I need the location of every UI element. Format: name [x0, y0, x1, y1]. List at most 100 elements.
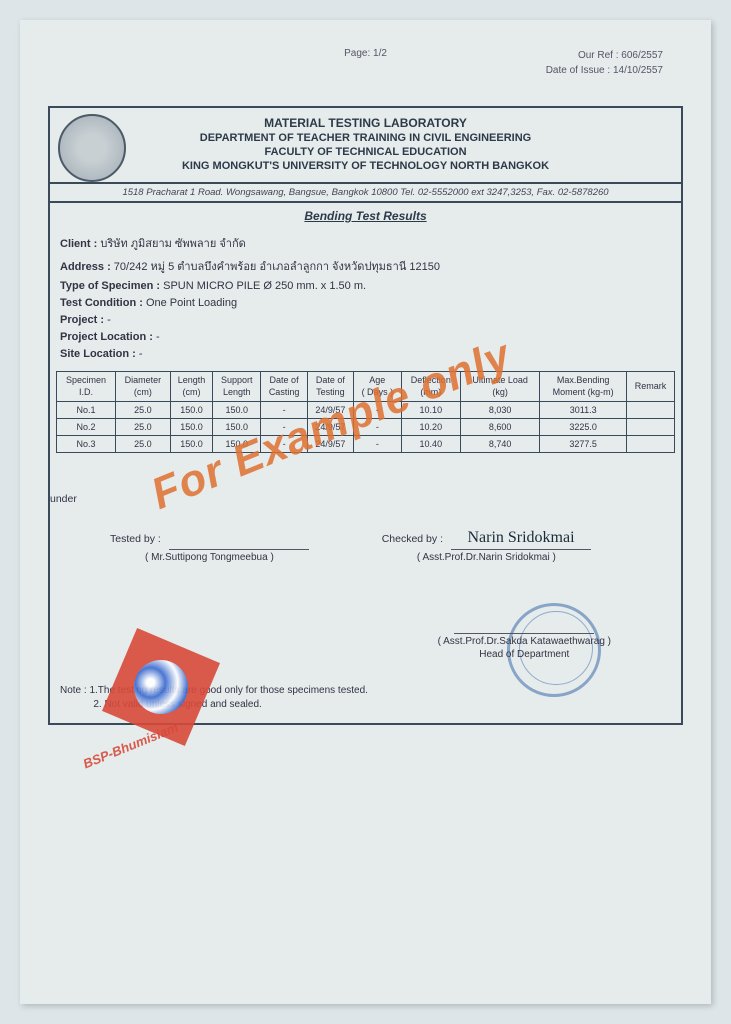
cell: - — [261, 436, 308, 453]
cell: 3011.3 — [540, 402, 627, 419]
tested-signature — [169, 529, 309, 550]
col: Testing — [316, 387, 345, 397]
col: Age — [369, 375, 385, 385]
col: Ultimate Load — [472, 375, 528, 385]
checked-label: Checked by : — [382, 533, 443, 545]
project-loc-label: Project Location : — [60, 331, 153, 343]
col: Specimen — [66, 375, 106, 385]
tested-name: ( Mr.Suttipong Tongmeebua ) — [110, 552, 309, 563]
university-seal-icon — [58, 114, 126, 182]
cell: 150.0 — [213, 436, 261, 453]
col: Remark — [635, 381, 667, 391]
condition-value: One Point Loading — [143, 297, 237, 309]
cell: 8,030 — [460, 402, 539, 419]
cell: 150.0 — [170, 402, 213, 419]
col: Length — [223, 387, 251, 397]
col: (kg) — [492, 387, 508, 397]
watermark-brand: BSP-Bhumisiam — [81, 720, 180, 772]
head-signature-block: ( Asst.Prof.Dr.Sakda Katawaethwarag ) He… — [438, 613, 611, 660]
col: (cm) — [134, 387, 152, 397]
faculty: FACULTY OF TECHNICAL EDUCATION — [58, 146, 673, 158]
report-title: Bending Test Results — [50, 203, 681, 227]
cell: No.3 — [57, 436, 116, 453]
col: Max.Bending — [557, 375, 610, 385]
cell: 25.0 — [116, 402, 171, 419]
project-label: Project : — [60, 314, 104, 326]
site-loc-label: Site Location : — [60, 348, 136, 360]
cell: 10.10 — [401, 402, 460, 419]
lab-name: MATERIAL TESTING LABORATORY — [58, 116, 673, 130]
header-meta: Our Ref : 606/2557 Date of Issue : 14/10… — [546, 48, 663, 78]
head-signature — [454, 613, 594, 634]
issue-date: Date of Issue : 14/10/2557 — [546, 63, 663, 78]
tested-label: Tested by : — [110, 533, 161, 545]
cell: 150.0 — [213, 419, 261, 436]
condition-label: Test Condition : — [60, 297, 143, 309]
table-header: Specimen I.D. Diameter (cm) Length (cm) Sup… — [57, 372, 675, 402]
head-name: ( Asst.Prof.Dr.Sakda Katawaethwarag ) — [438, 636, 611, 647]
specimen-value: SPUN MICRO PILE Ø 250 mm. x 1.50 m. — [160, 280, 366, 292]
project-value: - — [104, 314, 111, 326]
cell: No.1 — [57, 402, 116, 419]
col: Support — [221, 375, 253, 385]
address-value: 70/242 หมู่ 5 ตำบลบึงคำพร้อย อำเภอลำลูกก… — [111, 261, 440, 273]
cell: 25.0 — [116, 419, 171, 436]
cell: - — [261, 402, 308, 419]
cell: - — [353, 419, 401, 436]
cell: 10.40 — [401, 436, 460, 453]
client-info: Client : บริษัท ภูมิสยาม ซัพพลาย จำกัด A… — [50, 227, 681, 367]
col: Diameter — [125, 375, 162, 385]
cell: 150.0 — [213, 402, 261, 419]
specimen-label: Type of Specimen : — [60, 280, 160, 292]
col: ( Days ) — [362, 387, 394, 397]
cell: 3277.5 — [540, 436, 627, 453]
note-1: Note : 1.The testing results are good on… — [60, 685, 368, 696]
checked-name: ( Asst.Prof.Dr.Narin Sridokmai ) — [382, 552, 591, 563]
report-frame: MATERIAL TESTING LABORATORY DEPARTMENT O… — [48, 106, 683, 725]
cell: 150.0 — [170, 436, 213, 453]
table-row: No.225.0150.0150.0-24/9/57-10.208,600322… — [57, 419, 675, 436]
cell: 24/9/57 — [307, 419, 353, 436]
cell: - — [353, 402, 401, 419]
col: Date of — [270, 375, 299, 385]
client-value: บริษัท ภูมิสยาม ซัพพลาย จำกัด — [97, 238, 245, 250]
cell: No.2 — [57, 419, 116, 436]
cell: 10.20 — [401, 419, 460, 436]
project-loc-value: - — [153, 331, 160, 343]
col: (mm) — [420, 387, 441, 397]
cell: 24/9/57 — [307, 436, 353, 453]
col: Moment (kg-m) — [553, 387, 614, 397]
cell — [626, 436, 674, 453]
footnotes: Note : 1.The testing results are good on… — [60, 682, 368, 713]
cell: 150.0 — [170, 419, 213, 436]
col: Date of — [316, 375, 345, 385]
cell — [626, 419, 674, 436]
checked-signature: Narin Sridokmai — [451, 529, 591, 550]
col: Length — [178, 375, 206, 385]
address-label: Address : — [60, 261, 111, 273]
cell — [626, 402, 674, 419]
cell: - — [353, 436, 401, 453]
cell: 3225.0 — [540, 419, 627, 436]
checked-by: Checked by : Narin Sridokmai ( Asst.Prof.… — [382, 529, 591, 563]
department: DEPARTMENT OF TEACHER TRAINING IN CIVIL … — [58, 132, 673, 144]
letterhead: MATERIAL TESTING LABORATORY DEPARTMENT O… — [50, 108, 681, 184]
tested-by: Tested by : ( Mr.Suttipong Tongmeebua ) — [110, 529, 309, 563]
site-loc-value: - — [136, 348, 143, 360]
cell: 25.0 — [116, 436, 171, 453]
cell: - — [261, 419, 308, 436]
address-bar: 1518 Pracharat 1 Road. Wongsawang, Bangs… — [50, 184, 681, 203]
client-label: Client : — [60, 238, 97, 250]
table-row: No.125.0150.0150.0-24/9/57-10.108,030301… — [57, 402, 675, 419]
note-2: 2. Not valid unless signed and sealed. — [60, 699, 368, 710]
ref-number: Our Ref : 606/2557 — [546, 48, 663, 63]
university: KING MONGKUT'S UNIVERSITY OF TECHNOLOGY … — [58, 160, 673, 172]
document-page: Page: 1/2 Our Ref : 606/2557 Date of Iss… — [20, 20, 711, 1004]
results-table: Specimen I.D. Diameter (cm) Length (cm) Sup… — [56, 371, 675, 453]
col: I.D. — [79, 387, 93, 397]
cell: 8,600 — [460, 419, 539, 436]
table-row: No.325.0150.0150.0-24/9/57-10.408,740327… — [57, 436, 675, 453]
col: Casting — [269, 387, 300, 397]
col: (cm) — [182, 387, 200, 397]
col: Deflection — [411, 375, 451, 385]
